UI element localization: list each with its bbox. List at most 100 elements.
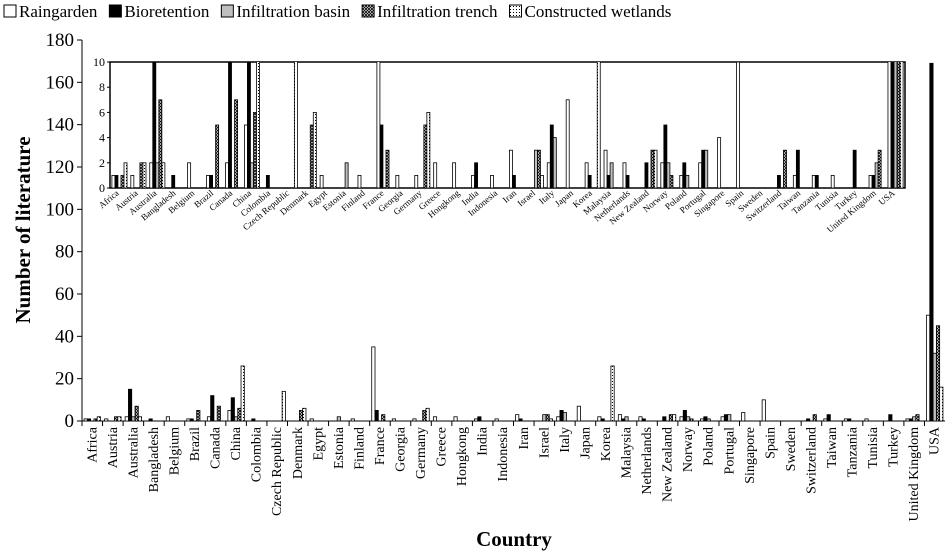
- x-tick-label: Portugal: [722, 427, 737, 475]
- bar: [86, 418, 92, 422]
- bar: [124, 416, 129, 422]
- bar: [336, 416, 341, 422]
- bar: [453, 416, 458, 422]
- bar: [425, 407, 430, 422]
- bar: [123, 162, 128, 188]
- bar: [727, 414, 732, 422]
- bar: [494, 418, 499, 422]
- inset-x-tick-label: USA: [877, 188, 898, 208]
- bar: [148, 418, 153, 422]
- bar: [518, 418, 523, 422]
- bar: [650, 149, 655, 188]
- x-tick-label: Tunisia: [866, 426, 881, 468]
- bar: [104, 418, 109, 422]
- bar: [868, 174, 873, 188]
- bar: [391, 418, 396, 422]
- bar: [874, 162, 879, 188]
- bar: [723, 414, 729, 422]
- bar: [600, 418, 605, 422]
- bar: [474, 418, 479, 422]
- bar: [309, 124, 314, 188]
- bar: [596, 62, 601, 188]
- bar: [309, 418, 314, 422]
- x-tick-label: Sweden: [784, 427, 799, 471]
- inset-y-tick-label: 0: [99, 181, 105, 195]
- bar: [251, 418, 256, 422]
- bar: [552, 137, 557, 188]
- bar: [247, 62, 251, 188]
- bar: [783, 149, 787, 188]
- bar: [761, 399, 766, 422]
- y-tick-label: 20: [55, 369, 74, 390]
- bar: [120, 174, 125, 188]
- bar: [926, 314, 931, 422]
- bar: [672, 414, 677, 422]
- inset-y-tick-label: 2: [99, 156, 105, 170]
- bar: [703, 416, 708, 422]
- bar: [414, 174, 419, 188]
- bar: [281, 390, 286, 422]
- x-tick-label: India: [476, 426, 491, 456]
- bar: [142, 162, 147, 188]
- bar: [230, 397, 235, 422]
- bar: [171, 174, 176, 188]
- bar: [250, 162, 254, 188]
- bar: [376, 62, 381, 188]
- x-tick-label: Greece: [435, 427, 450, 467]
- bar: [533, 149, 538, 188]
- bar: [679, 416, 684, 422]
- inset-x-tick-label: Israel: [515, 188, 537, 209]
- bar: [381, 414, 386, 422]
- bar: [312, 112, 317, 188]
- legend-swatch: [108, 4, 122, 18]
- bar: [720, 416, 725, 422]
- x-tick-label: Canada: [209, 426, 224, 469]
- bar: [165, 416, 170, 422]
- bar: [812, 414, 817, 422]
- bar: [621, 418, 626, 422]
- x-tick-label: Australia: [126, 426, 141, 478]
- bar: [624, 416, 629, 422]
- legend-swatch: [220, 4, 234, 18]
- legend-swatch: [361, 4, 375, 18]
- bar: [597, 416, 602, 422]
- bar: [412, 418, 417, 422]
- x-tick-label: Malaysia: [620, 426, 635, 478]
- bar: [811, 174, 816, 188]
- bar: [216, 405, 221, 422]
- x-tick-label: Israel: [537, 427, 552, 458]
- y-tick-label: 40: [55, 326, 74, 347]
- bar: [685, 174, 690, 188]
- bar: [237, 407, 242, 422]
- bar: [679, 174, 684, 188]
- bar: [792, 174, 797, 188]
- bar: [559, 410, 564, 422]
- bar: [682, 410, 687, 422]
- bar: [228, 62, 232, 188]
- bar: [93, 418, 98, 422]
- x-tick-label: Czech Republic: [270, 427, 285, 516]
- bar: [371, 346, 376, 422]
- bar: [603, 149, 608, 188]
- bar: [158, 99, 163, 188]
- x-tick-label: Taiwan: [825, 427, 840, 468]
- bar: [814, 174, 819, 188]
- bar: [617, 414, 622, 422]
- x-tick-label: Germany: [414, 427, 429, 479]
- x-tick-label: Indonesia: [496, 426, 511, 481]
- y-tick-label: 180: [46, 30, 75, 51]
- x-tick-label: Georgia: [393, 426, 408, 472]
- bar: [227, 410, 232, 422]
- bar: [452, 162, 457, 188]
- bar: [374, 410, 379, 422]
- bar: [490, 174, 494, 188]
- x-tick-label: Bangladesh: [147, 427, 162, 492]
- bar: [128, 388, 133, 422]
- bar: [795, 149, 800, 188]
- bar: [852, 149, 857, 188]
- bar: [152, 62, 157, 188]
- legend-label: Constructed wetlands: [525, 2, 672, 21]
- legend-label: Bioretention: [124, 2, 209, 21]
- bar: [830, 174, 835, 188]
- x-tick-label: France: [373, 427, 388, 465]
